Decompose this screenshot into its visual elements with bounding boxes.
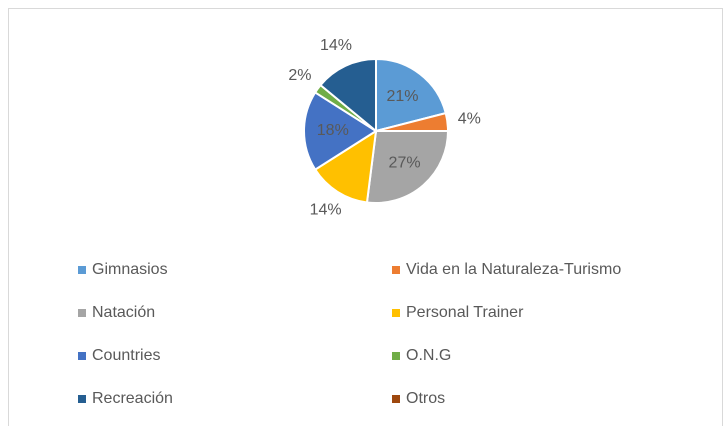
legend-label: O.N.G (406, 347, 451, 364)
pie-slice (375, 57, 447, 133)
data-label: 14% (320, 37, 352, 54)
legend-swatch (78, 395, 86, 403)
legend-swatch (78, 266, 86, 274)
legend-label: Otros (406, 390, 445, 407)
legend-label: Personal Trainer (406, 304, 524, 321)
pie-slice (313, 129, 378, 204)
legend-swatch (392, 395, 400, 403)
pie-slice (303, 91, 378, 171)
data-label: 14% (310, 202, 342, 219)
data-label: 27% (389, 155, 421, 172)
legend-swatch (392, 266, 400, 274)
pie-slice (319, 57, 377, 134)
legend-swatch (78, 352, 86, 360)
legend-swatch (78, 309, 86, 317)
legend-label: Gimnasios (92, 261, 168, 278)
data-label: 21% (386, 88, 418, 105)
pie-slice (365, 130, 450, 204)
legend-swatch (392, 309, 400, 317)
legend-label: Recreación (92, 390, 173, 407)
legend-swatch (392, 352, 400, 360)
legend-label: Countries (92, 347, 160, 364)
chart-border (8, 8, 723, 426)
data-label: 4% (458, 110, 481, 127)
legend-label: Natación (92, 304, 155, 321)
legend-label: Vida en la Naturaleza-Turismo (406, 261, 621, 278)
data-label: 2% (288, 67, 311, 84)
data-label: 18% (317, 122, 349, 139)
